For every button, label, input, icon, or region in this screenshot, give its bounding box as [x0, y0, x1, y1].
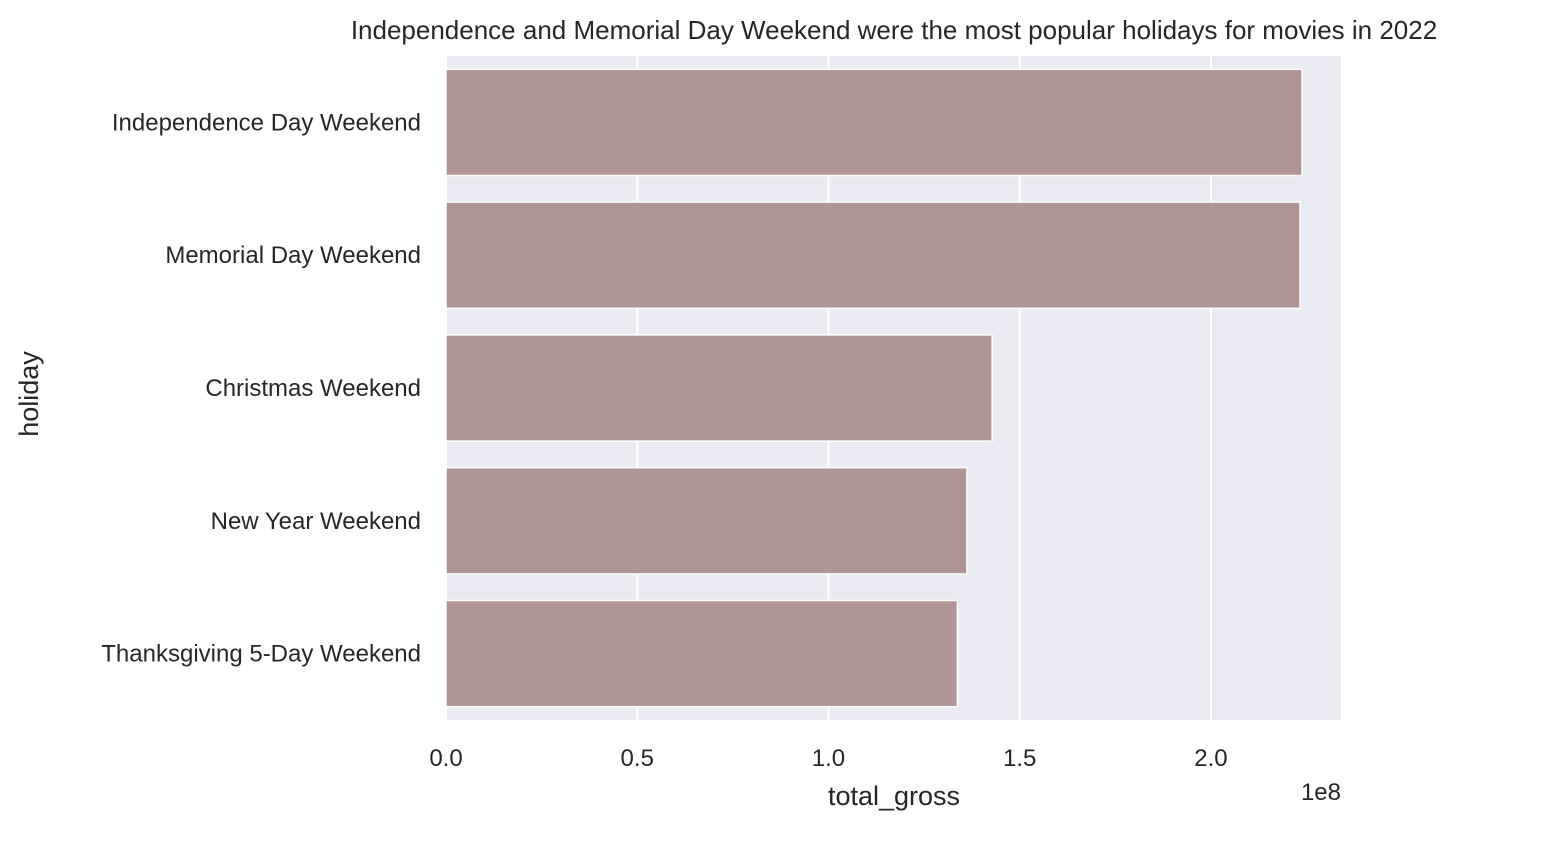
- y-tick-label: New Year Weekend: [211, 508, 421, 535]
- y-axis-label: holiday: [14, 351, 44, 437]
- x-axis-offset-label: 1e8: [1301, 779, 1341, 806]
- bar: [445, 68, 1303, 177]
- bar: [445, 599, 959, 708]
- chart-title: Independence and Memorial Day Weekend we…: [351, 15, 1437, 45]
- y-tick-label: Memorial Day Weekend: [165, 242, 421, 269]
- bar: [445, 201, 1301, 310]
- y-tick-label: Independence Day Weekend: [112, 109, 421, 136]
- x-tick-label: 2.0: [1194, 745, 1227, 772]
- x-tick-labels: 0.0 0.5 1.0 1.5 2.0: [429, 745, 1227, 772]
- y-tick-labels: Independence Day Weekend Memorial Day Wee…: [101, 109, 421, 667]
- bars: [445, 68, 1303, 708]
- y-tick-label: Thanksgiving 5-Day Weekend: [101, 641, 421, 668]
- bar: [445, 466, 968, 575]
- x-tick-label: 1.0: [812, 745, 845, 772]
- x-tick-label: 0.0: [429, 745, 462, 772]
- x-tick-label: 0.5: [621, 745, 654, 772]
- x-axis-label: total_gross: [828, 781, 960, 811]
- x-tick-label: 1.5: [1003, 745, 1036, 772]
- y-tick-label: Christmas Weekend: [205, 375, 421, 402]
- bar: [445, 334, 993, 442]
